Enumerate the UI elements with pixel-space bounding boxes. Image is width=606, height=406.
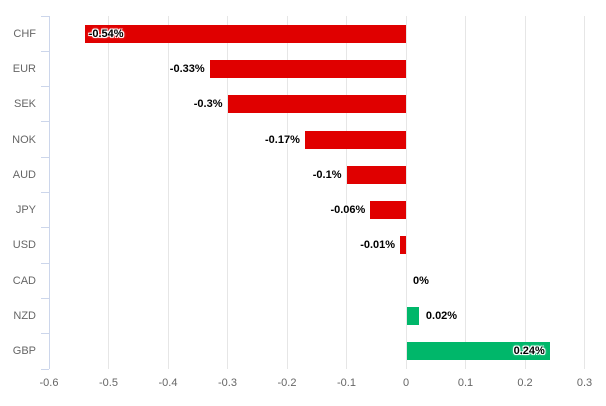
bar [407,307,419,326]
gridline [524,16,526,369]
category-label: AUD [12,168,36,181]
category-label: GBP [12,345,36,358]
value-axis-label: 0 [402,377,410,389]
category-axis-tick [40,121,49,123]
data-label: -0.01% [360,239,396,252]
gridline [465,16,466,369]
category-axis-tick [40,297,49,299]
data-label: 0.02% [425,310,458,323]
value-axis-label: 0.3 [576,377,593,389]
category-axis-tick [40,86,49,88]
value-axis-label: 0.1 [457,377,474,389]
gridline [405,16,407,369]
data-label: -0.17% [265,133,300,146]
bar [407,342,550,361]
data-label: -0.3% [193,98,223,111]
category-axis-tick [40,227,49,229]
value-axis-label: 0.2 [517,377,533,389]
bar [400,236,406,255]
bar [370,201,406,220]
bar [84,24,406,43]
category-axis-tick [40,262,49,264]
data-label: 0.24% [513,345,545,358]
category-axis-tick [40,15,49,17]
bar [227,95,406,114]
data-label: -0.1% [312,168,342,181]
category-label: EUR [12,62,36,75]
category-axis-tick [40,368,49,370]
data-label: -0.54% [88,27,124,40]
data-label: -0.33% [169,62,205,75]
category-label: USD [12,239,36,252]
category-label: JPY [15,204,36,217]
category-axis-line [48,16,50,369]
category-label: SEK [13,98,36,111]
category-axis-tick [40,192,49,193]
gridline [108,16,109,369]
bar [209,59,406,78]
data-label: -0.06% [330,204,366,217]
value-axis-label: -0.6 [39,377,59,389]
gridline [584,16,585,369]
gridline [227,16,228,369]
category-axis-tick [40,333,49,335]
category-label: CHF [13,27,36,40]
data-label: 0% [413,274,429,287]
category-label: NOK [12,133,36,146]
value-axis-label: -0.3 [218,377,237,389]
category-axis-tick [40,50,49,52]
category-label: NZD [13,310,36,323]
value-axis-label: -0.2 [277,377,297,389]
bar [304,130,406,149]
value-axis-label: -0.5 [99,377,118,389]
gridline [346,16,347,369]
gridline [286,16,288,369]
category-label: CAD [12,274,36,287]
value-axis-label: -0.4 [158,377,178,389]
category-axis-tick [40,156,49,158]
bar [346,165,406,184]
value-axis-label: -0.1 [337,377,356,389]
gridline [167,16,169,369]
